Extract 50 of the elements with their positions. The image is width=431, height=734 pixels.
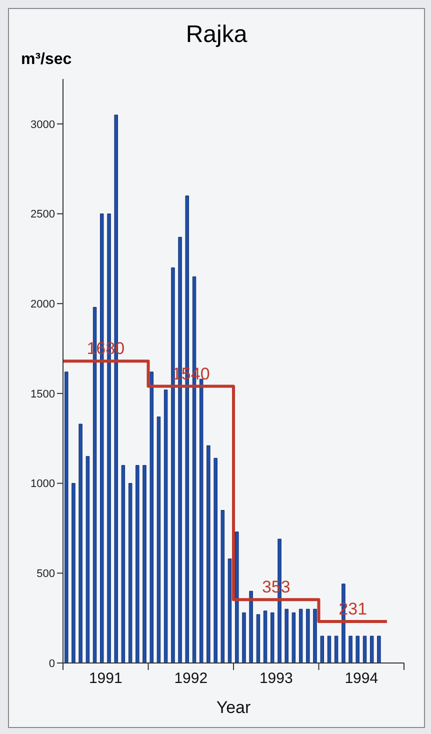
x-tick-label: 1993 bbox=[259, 670, 293, 687]
bar bbox=[256, 614, 260, 663]
bar bbox=[199, 378, 204, 663]
bar bbox=[249, 590, 253, 663]
y-tick-label: 2000 bbox=[30, 298, 55, 311]
bar bbox=[214, 458, 218, 663]
bar bbox=[64, 372, 68, 663]
bar bbox=[370, 636, 374, 663]
bar bbox=[121, 465, 126, 663]
y-tick-label: 1500 bbox=[30, 388, 55, 400]
bar bbox=[142, 465, 146, 663]
bar bbox=[235, 532, 239, 663]
bar bbox=[292, 612, 296, 663]
bar bbox=[86, 456, 90, 663]
bar bbox=[156, 416, 161, 663]
x-tick-label: 1992 bbox=[174, 670, 208, 687]
bar bbox=[313, 608, 317, 663]
y-tick-label: 1000 bbox=[30, 478, 55, 490]
bar bbox=[362, 636, 367, 663]
bar bbox=[348, 636, 352, 663]
x-tick-label: 1994 bbox=[344, 670, 378, 687]
bar bbox=[242, 612, 246, 663]
bar bbox=[78, 424, 82, 663]
x-tick-label: 1991 bbox=[88, 670, 122, 687]
bar bbox=[150, 372, 154, 663]
bar bbox=[298, 608, 303, 663]
bar bbox=[263, 610, 268, 663]
bar bbox=[228, 558, 232, 663]
bar bbox=[164, 390, 168, 663]
bar bbox=[128, 483, 132, 663]
bar bbox=[220, 510, 225, 663]
bar bbox=[206, 445, 210, 663]
x-axis-title: Year bbox=[216, 698, 252, 717]
bar bbox=[320, 636, 324, 663]
bar bbox=[327, 636, 332, 663]
bar bbox=[136, 465, 140, 663]
bar bbox=[377, 636, 381, 663]
bar bbox=[72, 483, 76, 663]
bar bbox=[334, 636, 338, 663]
y-tick-label: 0 bbox=[48, 658, 55, 670]
bar bbox=[270, 612, 274, 663]
bar bbox=[284, 608, 288, 663]
bar bbox=[306, 608, 310, 663]
bar bbox=[356, 636, 360, 663]
chart-title: Rajka bbox=[184, 21, 248, 49]
y-tick-label: 2500 bbox=[30, 208, 55, 221]
y-tick-label: 3000 bbox=[30, 118, 55, 131]
y-axis-title: m³/sec bbox=[21, 51, 72, 69]
bar bbox=[171, 267, 175, 663]
y-tick-label: 500 bbox=[36, 568, 55, 580]
